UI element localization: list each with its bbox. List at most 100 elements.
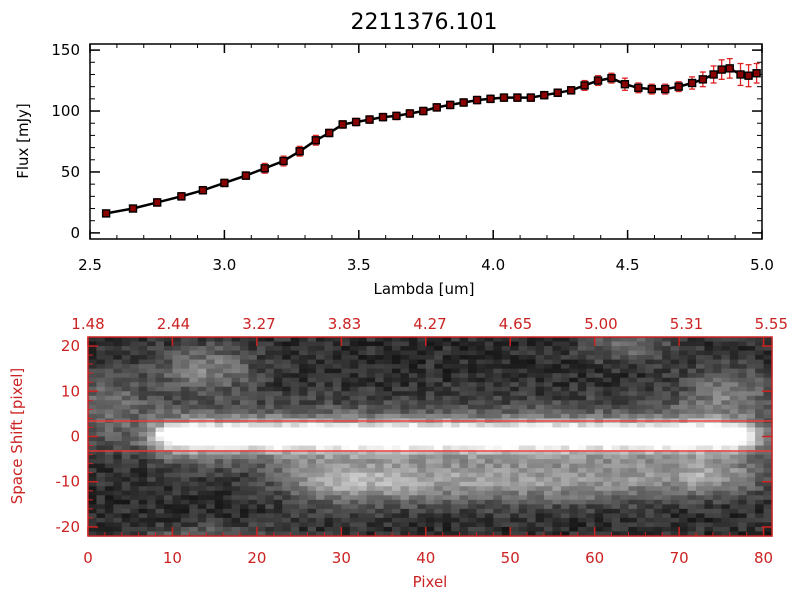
image-pixel [408,400,418,406]
image-pixel [180,409,190,415]
image-pixel [611,468,621,474]
image-pixel [721,359,731,365]
image-pixel [510,499,520,505]
image-pixel [88,368,98,374]
image-pixel [206,341,216,347]
image-pixel [96,355,106,361]
image-pixel [442,517,452,524]
image-pixel [240,468,250,474]
image-pixel [535,495,545,501]
image-pixel [628,359,638,365]
image-pixel [594,427,604,433]
image-pixel [687,459,697,465]
image-pixel [383,346,393,352]
image-pixel [653,454,663,460]
image-pixel [451,422,461,429]
image-pixel [332,526,342,533]
image-pixel [349,463,359,469]
image-pixel [544,404,554,410]
image-pixel [721,531,731,537]
image-pixel [248,522,258,528]
image-pixel [442,341,452,347]
image-pixel [392,490,402,496]
image-pixel [721,386,731,392]
image-pixel [265,409,275,415]
image-pixel [341,400,351,406]
image-pixel [214,472,224,478]
image-pixel [324,395,334,401]
image-pixel [358,531,368,537]
image-pixel [712,481,722,487]
image-pixel [670,350,680,356]
image-pixel [468,513,478,519]
image-pixel [214,368,224,374]
image-pixel [392,531,402,537]
image-pixel [383,427,393,433]
image-pixel [164,422,174,429]
image-pixel [172,436,182,442]
image-pixel [468,404,478,410]
image-pixel [324,350,334,356]
image-pixel [358,495,368,501]
image-pixel [316,422,326,429]
image-pixel [746,468,756,474]
image-pixel [594,395,604,401]
image-pixel [282,364,292,370]
image-pixel [746,337,756,343]
image-pixel [586,427,596,433]
image-pixel [645,373,655,379]
image-pixel [155,364,165,370]
image-pixel [240,377,250,383]
image-pixel [392,436,402,442]
image-pixel [180,359,190,365]
image-pixel [316,481,326,487]
image-pixel [189,499,199,505]
image-pixel [484,499,494,505]
image-pixel [307,355,317,361]
image-pixel [164,377,174,383]
image-pixel [434,413,444,420]
image-pixel [256,508,266,514]
image-pixel [383,377,393,383]
image-pixel [645,522,655,528]
image-pixel [206,431,216,438]
image-pixel [88,499,98,505]
image-pixel [560,531,570,537]
image-pixel [341,522,351,528]
image-pixel [679,504,689,510]
image-pixel [755,413,765,420]
spectrum-title: 2211376.101 [351,10,498,35]
image-pixel [282,436,292,442]
image-pixel [113,382,123,388]
image-pixel [763,454,773,460]
image-pixel [763,400,773,406]
image-pixel [510,486,520,492]
image-pixel [704,337,714,343]
image-pixel [164,526,174,533]
image-pixel [755,431,765,438]
image-pixel [628,391,638,397]
image-pixel [493,386,503,392]
image-pixel [96,450,106,456]
image-pixel [282,386,292,392]
image-pixel [392,364,402,370]
image-pixel [493,450,503,456]
image-pixel [544,450,554,456]
image-pixel [180,431,190,438]
image-pixel [400,359,410,365]
image-pixel [586,373,596,379]
image-pixel [265,508,275,514]
image-pixel [189,481,199,487]
image-pixel [468,522,478,528]
image-pixel [417,337,427,343]
image-pixel [620,350,630,356]
image-pixel [459,468,469,474]
image-pixel [468,350,478,356]
image-pixel [611,463,621,469]
image-pixel [400,472,410,478]
image-pixel [104,531,114,537]
image-pixel [341,445,351,451]
image-pixel [316,508,326,514]
image-pixel [299,486,309,492]
image-pixel [96,359,106,365]
